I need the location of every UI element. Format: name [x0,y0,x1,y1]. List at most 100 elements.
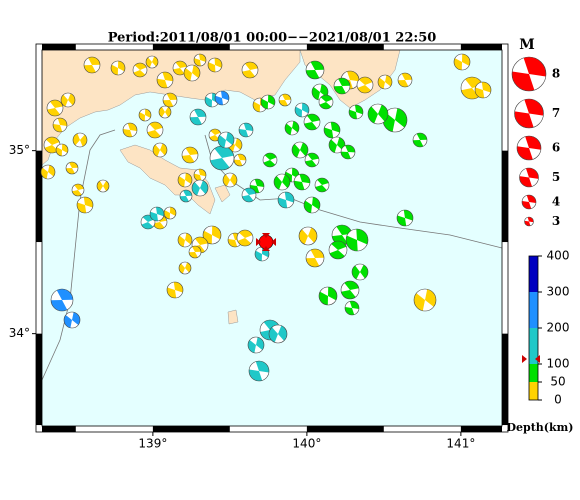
frame-segment [152,44,230,50]
ball-white [416,288,434,312]
focal-mechanism [278,93,292,107]
ball-white [320,286,336,306]
focal-mechanism [396,209,414,227]
focal-mechanism [514,98,544,129]
ball-white [278,192,294,208]
ball-outline [340,280,360,300]
ball-outline [278,93,292,107]
depth-color-segment [529,382,538,400]
depth-color-segment [529,292,538,328]
ball-outline [76,196,94,214]
ball-outline [524,216,534,227]
ball-white [261,94,275,110]
ball-white [44,139,60,151]
focal-mechanism [65,161,79,175]
focal-mechanism [273,173,291,191]
focal-mechanism [516,135,542,161]
ball-white [77,197,93,213]
ball-fill [192,180,208,196]
ball-white [346,229,368,251]
focal-mechanism [298,226,318,246]
ball-outline [145,55,159,69]
focal-mechanism [412,132,428,148]
focal-mechanism [413,288,437,312]
ball-white [397,210,413,226]
focal-mechanism [397,72,413,88]
ball-outline [46,99,64,117]
ball-white [341,145,355,159]
ball-outline [291,141,309,159]
ball-outline [207,57,223,73]
ball-outline [413,288,437,312]
ball-white [65,312,79,328]
ball-outline [303,113,321,131]
ball-outline [248,360,270,382]
frame-segment [460,44,502,50]
ball-white [83,58,101,72]
ball-white [47,101,63,115]
ball-white [182,148,198,162]
focal-mechanism [181,146,199,164]
ball-white [164,206,176,220]
ball-white [255,246,269,262]
ball-white [225,172,235,188]
ball-outline [146,121,164,139]
ball-outline [260,94,276,110]
depth-tick-label: 100 [547,357,570,371]
focal-mechanism [72,132,88,148]
ball-white [328,244,348,256]
depth-marker [522,355,540,363]
frame-outline [35,43,509,433]
depth-legend: 400 300 200 100 50 0 [528,249,570,407]
ball-outline [396,209,414,227]
ball-white [111,60,125,76]
ball-white [385,107,405,133]
focal-mechanism [55,143,69,157]
ball-white [276,174,288,190]
ball-outline [323,121,341,139]
magnitude-label: 6 [552,141,560,155]
ball-outline [348,104,364,120]
focal-mechanism [247,336,265,354]
ball-outline [189,108,207,126]
frame-segment [152,426,230,432]
ball-white [50,290,74,310]
focal-mechanism [293,173,311,191]
ball-outline [516,135,542,161]
ball-white [455,53,469,71]
ball-outline [298,226,318,246]
ball-white [194,169,206,181]
focal-mechanism [377,74,393,90]
ball-white [71,185,85,195]
frame-segment [75,44,153,50]
ball-outline [318,286,338,306]
ball-white [253,97,267,113]
frame-segment [306,44,384,50]
frame-segment [502,150,508,243]
focal-mechanism [163,206,177,220]
focal-mechanism [178,261,192,275]
ball-white [278,94,292,106]
ball-white [315,179,329,191]
ball-outline [241,61,259,79]
ball-outline [521,194,537,210]
focal-mechanism [474,81,492,99]
lat-tick-label: 35° [9,143,30,157]
focal-mechanism [177,232,193,248]
ball-white [204,225,220,245]
ball-white [412,133,428,147]
ball-outline [177,232,193,248]
ball-white [133,65,147,75]
ball-outline [294,102,310,118]
ball-outline [188,245,202,259]
ball-white [150,207,164,221]
focal-mechanism [63,311,81,329]
ball-white [294,174,310,190]
ball-white [241,189,257,201]
ball-white [161,106,169,118]
magnitude-title: M [519,37,535,53]
ball-outline [249,178,265,194]
focal-mechanism [110,60,126,76]
focal-mechanism [46,99,64,117]
focal-mechanism [189,108,207,126]
